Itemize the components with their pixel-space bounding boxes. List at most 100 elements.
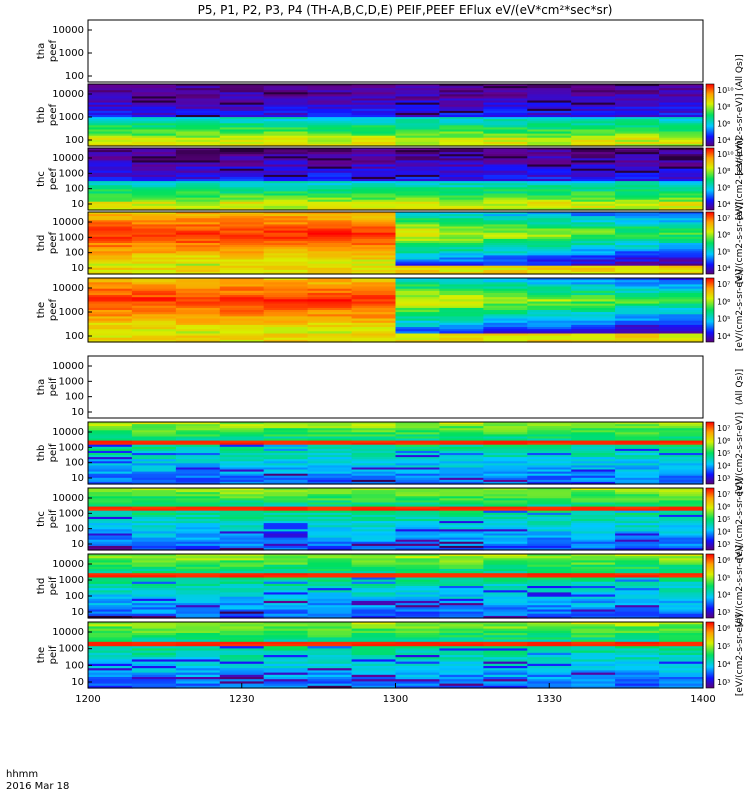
spectrogram-cell [88, 605, 133, 608]
spectrogram-cell [615, 644, 660, 647]
spectrogram-cell [659, 672, 704, 676]
spectrogram-cell [175, 659, 221, 663]
spectrogram-cell [571, 299, 616, 302]
spectrogram-cell [483, 436, 528, 440]
spectrogram-cell [571, 305, 616, 309]
spectrogram-cell [395, 630, 440, 634]
spectrogram-cell [175, 670, 221, 674]
spectrogram-cell [263, 249, 309, 252]
spectrogram-cell [351, 635, 397, 638]
spectrogram-cell [175, 558, 221, 561]
spectrogram-cell [88, 318, 133, 322]
spectrogram-cell [483, 683, 528, 687]
spectrogram-cell [351, 547, 397, 551]
spectrogram-cell [483, 284, 528, 288]
panel-label-species: peef [48, 39, 59, 62]
spectrogram-cell [131, 438, 177, 442]
spectrogram-cell [131, 307, 177, 311]
spectrogram-cell [527, 490, 572, 493]
spectrogram-cell [571, 448, 616, 452]
spectrogram-cell [439, 613, 484, 617]
spectrogram-cell [263, 307, 309, 311]
spectrogram-cell [395, 581, 440, 585]
spectrogram-cell [571, 295, 616, 298]
spectrogram-cell [615, 197, 660, 201]
colorbar-tick-label: 10⁶ [717, 556, 730, 565]
spectrogram-cell [483, 318, 528, 322]
spectrogram-cell [571, 556, 616, 559]
spectrogram-cell [88, 592, 133, 596]
spectrogram-cell [527, 162, 572, 166]
spectrogram-cell [527, 286, 572, 290]
spectrogram-cell [527, 562, 572, 566]
spectrogram-cell [483, 320, 528, 324]
spectrogram-cell [175, 121, 221, 124]
spectrogram-cell [439, 598, 484, 602]
y-tick-label: 1000 [59, 112, 84, 123]
spectrogram-cell [88, 586, 133, 589]
spectrogram-cell [131, 139, 177, 143]
spectrogram-cell [439, 594, 484, 598]
spectrogram-cell [88, 197, 133, 201]
spectrogram-cell [219, 139, 265, 143]
spectrogram-cell [439, 240, 484, 244]
spectrogram-cell [395, 626, 440, 630]
spectrogram-cell [483, 201, 528, 205]
spectrogram-cell [395, 652, 440, 656]
spectrogram-cell [351, 174, 397, 178]
spectrogram-cell [131, 123, 177, 126]
spectrogram-cell [615, 214, 660, 217]
spectrogram-cell [219, 537, 265, 541]
chart-title: P5, P1, P2, P3, P4 (TH-A,B,C,D,E) PEIF,P… [198, 3, 613, 17]
spectrogram-cell [659, 652, 704, 656]
spectrogram-cell [659, 232, 704, 236]
spectrogram-cell [439, 630, 484, 634]
spectrogram-cell [439, 467, 484, 471]
spectrogram-cell [527, 512, 572, 516]
spectrogram-cell [439, 428, 484, 431]
spectrogram-cell [439, 581, 484, 585]
spectrogram-cell [219, 181, 265, 184]
spectrogram-cell [439, 115, 484, 118]
spectrogram-cell [527, 96, 572, 100]
spectrogram-cell [439, 166, 484, 170]
spectrogram-cell [263, 666, 309, 669]
spectrogram-cell [395, 271, 440, 275]
spectrogram-cell [219, 566, 265, 570]
spectrogram-cell [307, 108, 353, 112]
colorbar-tick-label: 10⁷ [717, 424, 730, 433]
spectrogram-cell [351, 641, 397, 645]
spectrogram-cell [263, 86, 309, 89]
spectrogram-cell [571, 605, 616, 608]
spectrogram-cell [307, 327, 353, 330]
spectrogram-cell [659, 207, 704, 211]
spectrogram-cell [307, 603, 353, 606]
spectrogram-cell [175, 650, 221, 654]
spectrogram-cell [527, 630, 572, 634]
spectrogram-cell [483, 481, 528, 485]
spectrogram-cell [439, 666, 484, 669]
spectrogram-cell [395, 88, 440, 91]
spectrogram-cell [219, 630, 265, 634]
spectrogram-cell [263, 605, 309, 608]
spectrogram-cell [439, 158, 484, 161]
spectrogram-cell [88, 301, 133, 305]
spectrogram-cell [307, 125, 353, 128]
spectrogram-cell [659, 624, 704, 627]
spectrogram-cell [483, 299, 528, 302]
spectrogram-cell [351, 162, 397, 166]
spectrogram-cell [88, 191, 133, 195]
spectrogram-cell [175, 442, 221, 446]
spectrogram-cell [527, 143, 572, 147]
spectrogram-cell [571, 438, 616, 442]
spectrogram-cell [571, 611, 616, 615]
spectrogram-cell [263, 318, 309, 322]
spectrogram-cell [88, 463, 133, 466]
spectrogram-cell [527, 203, 572, 207]
spectrogram-cell [659, 577, 704, 581]
spectrogram-cell [395, 635, 440, 638]
spectrogram-cell [659, 255, 704, 259]
spectrogram-cell [615, 641, 660, 645]
spectrogram-cell [263, 292, 309, 296]
spectrogram-cell [263, 197, 309, 201]
